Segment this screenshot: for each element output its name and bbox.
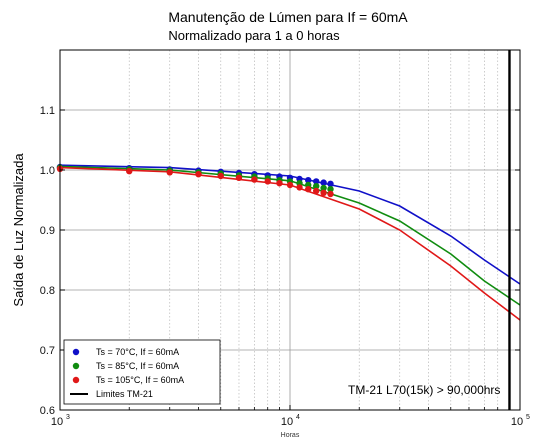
data-points xyxy=(56,163,334,198)
chart-title: Manutenção de Lúmen para If = 60mA xyxy=(168,9,408,25)
x-tick-label: 10 xyxy=(281,416,293,428)
data-point-series-1 xyxy=(313,178,320,185)
y-tick-label: 0.6 xyxy=(40,405,55,417)
x-tick-exponent: 4 xyxy=(296,414,300,421)
fit-line-series-1 xyxy=(59,164,521,285)
fit-line-series-2 xyxy=(59,165,521,306)
fit-line-series-3 xyxy=(59,166,521,321)
data-point-series-1 xyxy=(320,179,327,186)
data-point-series-3 xyxy=(296,184,303,191)
data-point-series-3 xyxy=(264,178,271,185)
data-point-series-3 xyxy=(126,168,133,175)
data-point-series-2 xyxy=(327,186,334,193)
legend-marker-series-2 xyxy=(72,362,80,370)
chart-subtitle: Normalizado para 1 a 0 horas xyxy=(168,28,340,43)
x-ticks: 10 3 10 4 10 5 xyxy=(51,405,530,428)
x-tick-exponent: 5 xyxy=(526,414,530,421)
x-axis-label: Horas xyxy=(281,432,300,439)
legend-marker-series-3 xyxy=(72,376,80,384)
legend-marker-series-1 xyxy=(72,348,80,356)
data-point-series-1 xyxy=(305,177,312,184)
y-axis-label: Saída de Luz Normalizada xyxy=(11,153,26,307)
data-point-series-3 xyxy=(251,176,258,183)
data-point-series-3 xyxy=(320,189,327,196)
data-point-series-3 xyxy=(217,172,224,180)
x-tick-label: 10 xyxy=(51,416,63,428)
legend-label-series-1: Ts = 70°C, If = 60mA xyxy=(96,347,179,357)
y-tick-label: 1.1 xyxy=(40,105,55,117)
x-tick-label: 10 xyxy=(511,416,523,428)
data-point-series-3 xyxy=(166,169,173,176)
y-tick-label: 0.7 xyxy=(40,345,55,357)
data-point-series-2 xyxy=(320,184,327,192)
y-tick-label: 0.9 xyxy=(40,225,55,237)
y-tick-label: 1.0 xyxy=(40,165,55,177)
legend-label-limit: Limites TM-21 xyxy=(96,389,153,399)
legend: Ts = 70°C, If = 60mA Ts = 85°C, If = 60mA… xyxy=(63,339,221,405)
legend-label-series-3: Ts = 105°C, If = 60mA xyxy=(96,375,184,385)
data-point-series-3 xyxy=(305,186,312,193)
data-point-series-3 xyxy=(286,181,294,189)
data-point-series-2 xyxy=(313,183,320,190)
legend-box xyxy=(63,339,221,405)
data-point-series-3 xyxy=(235,174,243,181)
data-point-series-3 xyxy=(195,171,202,178)
data-point-series-3 xyxy=(313,187,320,195)
y-tick-label: 0.8 xyxy=(40,285,55,297)
y-ticks: 0.6 0.7 0.8 0.9 1.0 1.1 xyxy=(40,105,520,417)
data-point-series-1 xyxy=(327,180,334,187)
data-point-series-3 xyxy=(327,190,334,198)
legend-label-series-2: Ts = 85°C, If = 60mA xyxy=(96,361,179,371)
fit-lines xyxy=(59,164,521,321)
data-point-series-3 xyxy=(276,180,283,187)
tm21-annotation: TM-21 L70(15k) > 90,000hrs xyxy=(348,383,500,397)
x-tick-exponent: 3 xyxy=(66,414,70,421)
